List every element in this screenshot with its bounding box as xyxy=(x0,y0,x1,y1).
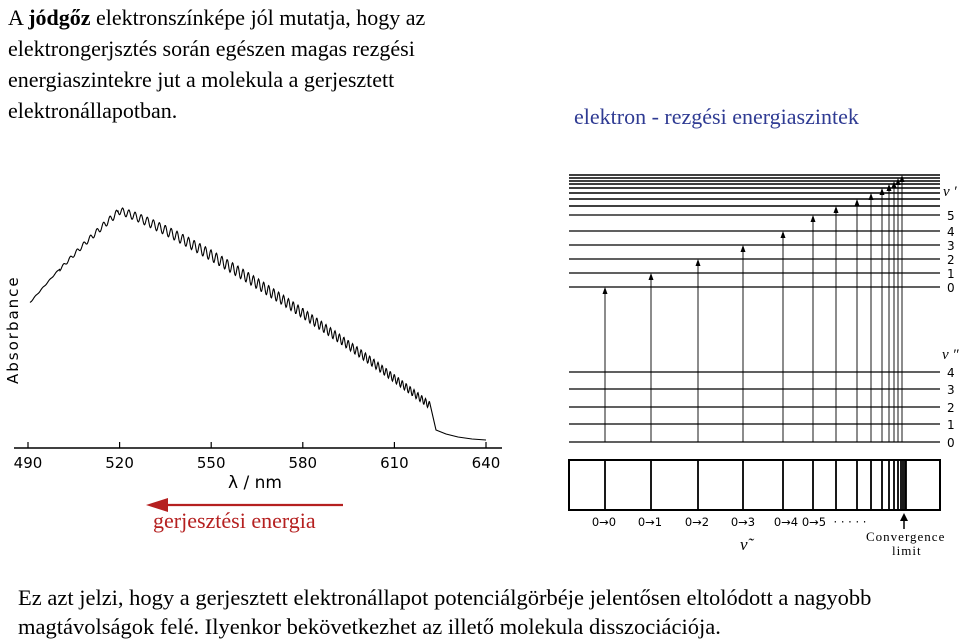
lower-level-label: 3 xyxy=(947,383,955,397)
arrow-head xyxy=(810,215,816,222)
arrow-head xyxy=(833,206,839,213)
arrow-head xyxy=(648,273,654,280)
arrow-head xyxy=(740,245,746,252)
transition-label: 0→5 xyxy=(802,515,826,529)
transition-labels: 0→0 0→1 0→2 0→3 0→4 0→5 · · · · · xyxy=(592,515,867,529)
convergence-arrow-head xyxy=(900,513,908,521)
lower-level-label: 0 xyxy=(947,436,955,450)
transition-arrows xyxy=(602,175,905,442)
arrow-head xyxy=(868,193,874,200)
arrow-head xyxy=(899,175,905,182)
lower-state-label: v ″ xyxy=(942,347,959,363)
x-tick-label: 490 xyxy=(14,454,43,472)
intro-text: A jódgőz elektronszínképe jól mutatja, h… xyxy=(8,5,426,123)
lower-level-label: 2 xyxy=(947,401,955,415)
upper-level-label: 0 xyxy=(947,281,955,295)
levels-title: elektron - rezgési energiaszintek xyxy=(574,104,859,129)
upper-level-label: 3 xyxy=(947,239,955,253)
arrow-head xyxy=(780,231,786,238)
arrow-head xyxy=(879,188,885,195)
upper-levels xyxy=(569,174,940,288)
lower-level-labels: 4 3 2 1 0 xyxy=(947,366,955,450)
lower-level-label: 4 xyxy=(947,366,955,380)
upper-level-label: 4 xyxy=(947,225,955,239)
transition-label: · · · · · xyxy=(834,515,867,529)
transition-label: 0→2 xyxy=(685,515,709,529)
lower-levels xyxy=(569,371,940,443)
x-tick-label: 550 xyxy=(197,454,226,472)
x-tick-label: 640 xyxy=(472,454,501,472)
arrow-head xyxy=(695,259,701,266)
excitation-label: gerjesztési energia xyxy=(153,508,316,533)
upper-level-label: 1 xyxy=(947,267,955,281)
lower-level-label: 1 xyxy=(947,418,955,432)
spectrum-curve xyxy=(29,207,487,441)
upper-level-label: 5 xyxy=(947,209,955,223)
transition-label: 0→1 xyxy=(638,515,662,529)
transition-label: 0→0 xyxy=(592,515,616,529)
transition-label: 0→4 xyxy=(774,515,798,529)
spectrum-strip-frame xyxy=(568,459,941,511)
excitation-arrow xyxy=(146,498,343,512)
convergence-label: Convergence xyxy=(866,529,945,544)
x-tick-label: 520 xyxy=(105,454,134,472)
spectrum-chart: Absorbance 490 520 550 580 610 640 λ / nm xyxy=(4,207,502,493)
x-tick-label: 610 xyxy=(380,454,409,472)
x-tick-labels: 490 520 550 580 610 640 xyxy=(14,454,501,472)
nu-label: ν̃ xyxy=(740,535,755,554)
y-axis-label: Absorbance xyxy=(4,275,22,384)
bottom-text: Ez azt jelzi, hogy a gerjesztett elektro… xyxy=(18,585,872,639)
arrow-head xyxy=(886,184,892,191)
limit-label: limit xyxy=(892,543,922,558)
arrow-head xyxy=(602,287,608,294)
transition-label: 0→3 xyxy=(731,515,755,529)
x-tick-label: 580 xyxy=(288,454,317,472)
x-axis-label: λ / nm xyxy=(228,473,282,493)
arrow-head xyxy=(854,199,860,206)
upper-state-label: v ′ xyxy=(943,184,957,200)
spectrum-strip-lines xyxy=(604,461,907,509)
arrow-head xyxy=(891,181,897,188)
x-tick-marks xyxy=(27,442,487,448)
arrow-head xyxy=(895,178,901,185)
upper-level-label: 2 xyxy=(947,253,955,267)
iodine-vapor-word: jódgőz xyxy=(28,5,91,30)
